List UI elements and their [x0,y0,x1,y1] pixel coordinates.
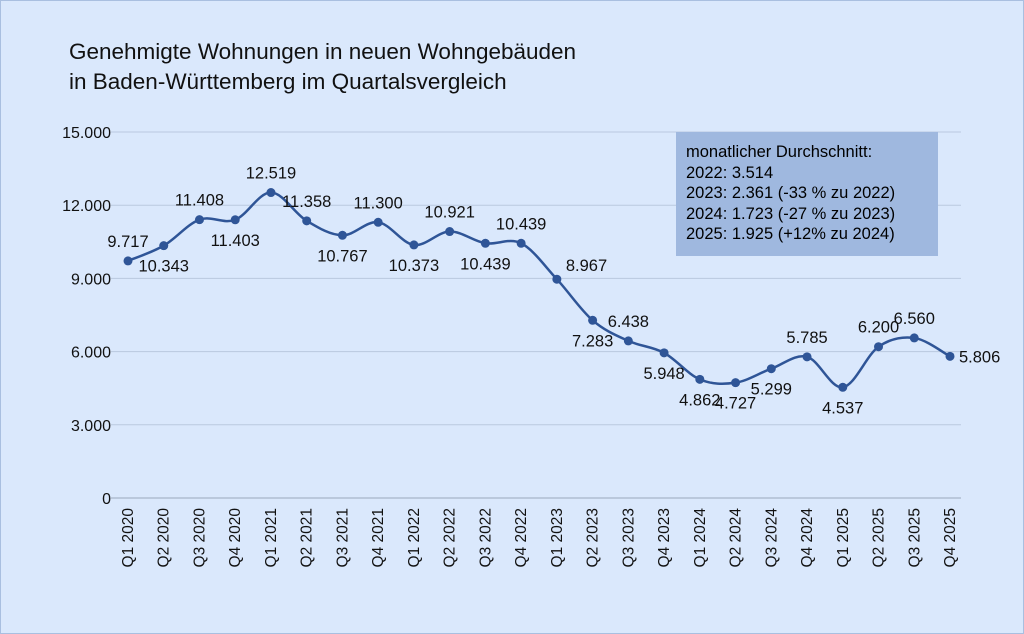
chart-title-line-1: Genehmigte Wohnungen in neuen Wohngebäud… [69,39,577,64]
annotation-line: 2023: 2.361 (-33 % zu 2022) [686,184,896,202]
annotation-line: 2025: 1.925 (+12% zu 2024) [686,225,895,243]
x-tick-label: Q4 2024 [799,508,816,568]
y-tick-label: 3.000 [71,418,111,435]
x-tick-label: Q3 2022 [477,508,494,567]
x-tick-label: Q2 2025 [871,508,888,567]
x-tick-label: Q3 2025 [906,508,923,567]
data-point [909,333,919,343]
data-label: 6.200 [858,319,899,337]
data-label: 4.537 [822,399,863,417]
data-point [445,227,455,237]
x-tick-label: Q1 2020 [120,508,137,568]
annotation-heading: monatlicher Durchschnitt: [686,143,873,161]
x-tick-label: Q1 2021 [263,508,280,567]
data-point [802,352,812,362]
x-tick-label: Q4 2023 [656,508,673,567]
data-label: 10.439 [496,215,546,233]
data-point [945,351,955,361]
x-tick-label: Q1 2025 [835,508,852,567]
data-label: 11.300 [354,194,403,212]
data-label: 4.727 [715,395,756,413]
data-label: 6.438 [608,313,649,331]
data-label: 4.862 [679,391,720,409]
x-tick-label: Q3 2021 [334,508,351,567]
data-point [480,238,490,248]
data-point [230,215,240,225]
x-tick-label: Q4 2025 [942,508,959,567]
data-point [302,216,312,226]
x-tick-label: Q4 2021 [370,508,387,567]
x-tick-label: Q3 2024 [763,508,780,568]
data-label: 10.343 [139,258,189,276]
x-tick-label: Q2 2022 [442,508,459,567]
x-tick-label: Q1 2022 [406,508,423,567]
x-tick-label: Q4 2020 [227,508,244,568]
data-point [266,188,276,198]
monthly-average-annotation: monatlicher Durchschnitt: 2022: 3.514 20… [676,132,938,256]
data-point [659,348,669,358]
x-tick-label: Q2 2021 [299,508,316,567]
data-label: 11.403 [211,232,260,250]
data-label: 10.767 [317,247,367,265]
y-tick-label: 9.000 [71,271,111,288]
data-label: 7.283 [572,332,613,350]
y-tick-label: 12.000 [62,198,111,215]
data-point [159,241,169,251]
data-label: 5.299 [751,381,792,399]
data-point [695,374,705,384]
annotation-line: 2024: 1.723 (-27 % zu 2023) [686,204,896,223]
data-label: 5.785 [786,329,827,347]
data-point [766,364,776,374]
data-point [838,382,848,392]
data-label: 11.358 [282,193,331,211]
data-label: 5.948 [643,365,684,383]
annotation-line: 2022: 3.514 [686,163,774,182]
data-point [409,240,419,250]
data-point [194,215,204,225]
data-label: 9.717 [107,233,148,251]
y-tick-label: 6.000 [71,345,111,362]
chart-title: Genehmigte Wohnungen in neuen Wohngebäud… [69,37,576,97]
y-tick-label: 15.000 [62,125,111,142]
data-label: 8.967 [566,257,607,275]
x-tick-label: Q2 2020 [156,508,173,568]
data-label: 12.519 [246,165,296,183]
data-point [731,378,741,388]
data-point [552,274,562,284]
data-label: 5.806 [959,348,1000,366]
data-label: 10.373 [389,257,439,275]
x-tick-label: Q2 2024 [728,508,745,568]
data-point [588,315,598,325]
data-point [123,256,133,266]
x-tick-label: Q1 2024 [692,508,709,568]
chart-title-line-2: in Baden-Württemberg im Quartalsvergleic… [69,69,507,94]
data-point [623,336,633,346]
x-tick-label: Q1 2023 [549,508,566,567]
data-point [373,217,383,227]
x-tick-label: Q2 2023 [585,508,602,567]
x-tick-label: Q3 2023 [620,508,637,567]
data-label: 10.439 [460,255,510,273]
x-tick-label: Q3 2020 [191,508,208,568]
y-tick-label: 0 [102,491,111,508]
data-point [874,342,884,352]
x-tick-label: Q4 2022 [513,508,530,567]
data-point [337,230,347,240]
data-label: 6.560 [894,310,935,328]
data-label: 10.921 [424,204,474,222]
data-label: 11.408 [175,192,224,210]
data-point [516,238,526,248]
